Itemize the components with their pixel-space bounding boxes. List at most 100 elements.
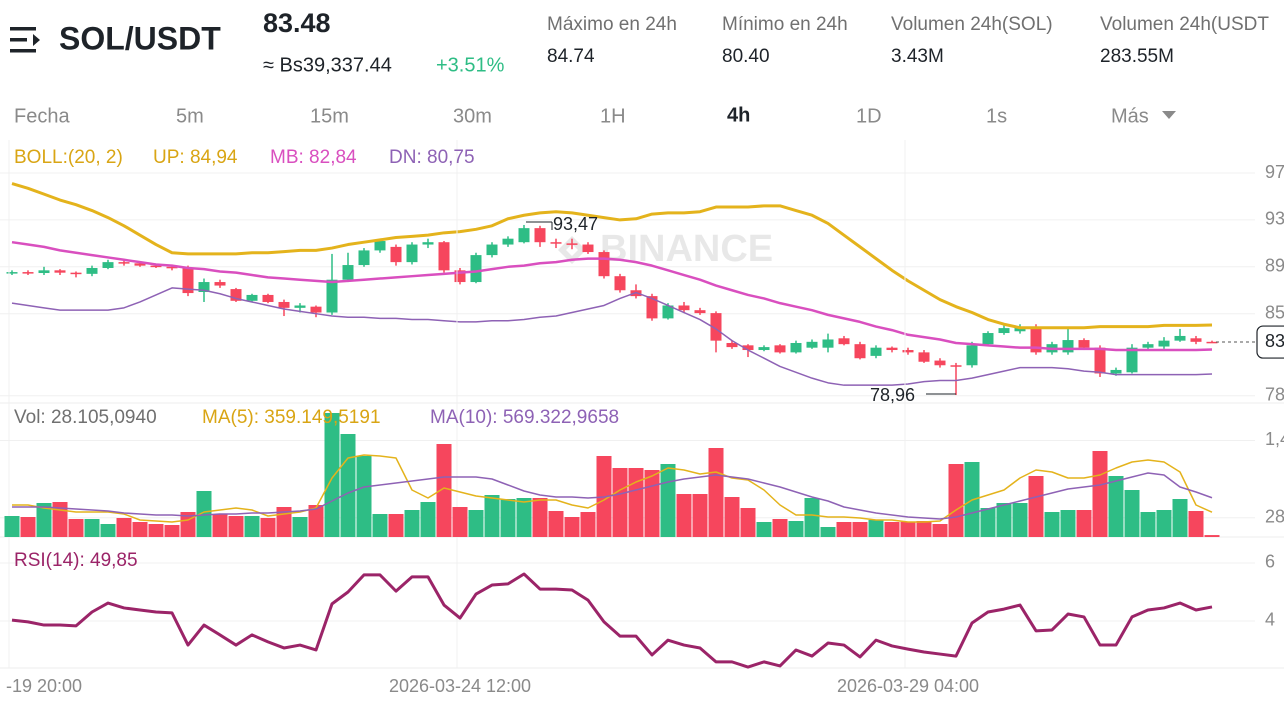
y-tick-label: 93 [1265,209,1284,229]
candle-body [870,347,882,356]
candle-body [822,339,834,348]
volume-bar [1140,512,1156,537]
volume-bar [36,503,52,537]
volume-bar [468,510,484,537]
menu-icon[interactable] [10,27,40,53]
x-tick-label: 2026-03-24 12:00 [389,676,531,696]
volume-bar [708,448,724,537]
volume-bar [900,522,916,537]
candle-body [150,265,162,268]
candle-body [1126,347,1138,373]
candle-body [918,352,930,362]
annotation: 78,96 [870,385,915,405]
tab[interactable]: 15m [310,105,349,127]
legend-entry: MB: 82,84 [270,147,357,168]
volume-bar [996,503,1012,537]
candle-body [758,347,770,351]
volume-bar [740,508,756,537]
pair[interactable]: SOL/USDT [59,20,221,56]
candle-body [38,270,50,274]
volume-bar [868,520,884,537]
volume-bar [612,468,628,537]
tab[interactable]: 1H [600,105,626,127]
last-price-box [1256,325,1284,359]
candle-body [1078,340,1090,348]
volume-bar [948,464,964,537]
candle-body [502,238,514,245]
menu-arrow [33,34,40,46]
candle-body [70,272,82,275]
stat-value: 84.74 [547,46,595,67]
legend-entry: MA(10): 569.322,9658 [430,407,619,428]
candle-body [582,244,594,253]
volume-bar [916,521,932,537]
candle-body [54,270,66,273]
volume-bar [580,512,596,537]
volume-bar [1028,476,1044,537]
volume-bar [548,511,564,537]
candle-body [102,262,114,268]
volume-bar [100,524,116,537]
candle-body [230,289,242,301]
volume-bar [1204,535,1220,537]
volume-bar [1044,512,1060,537]
x-tick-label: -19 20:00 [6,676,82,696]
volume-bar [1012,503,1028,537]
tab[interactable]: Más [1111,105,1149,127]
candle-body [454,270,466,283]
candle-body [1206,341,1218,344]
candle-body [470,255,482,283]
volume-bar [292,517,308,537]
volume-bar [1108,476,1124,537]
volume-bar [324,413,340,537]
tab[interactable]: 1s [986,105,1007,127]
volume-bar [212,514,228,537]
volume-bar [68,519,84,537]
fiat-price: ≈ Bs39,337.44 [263,54,392,76]
candle-body [326,279,338,313]
stat-label: Máximo en 24h [547,14,677,35]
legend-entry: DN: 80,75 [389,147,475,168]
candle-body [902,350,914,353]
candle-body [854,344,866,359]
candle-body [614,276,626,291]
volume-bar [932,524,948,537]
tab[interactable]: 1D [856,105,882,127]
candle-body [374,241,386,251]
stat-value: 283.55M [1100,46,1174,67]
volume-bar [500,499,516,537]
candle-body [646,296,658,319]
candle-body [182,267,194,294]
volume-bar [1172,499,1188,537]
volume-bar [244,516,260,537]
volume-bar [404,510,420,537]
volume-bar [836,522,852,537]
volume-bar [20,517,36,537]
tab[interactable]: 5m [176,105,204,127]
volume-bar [1060,510,1076,537]
volume-bar [388,514,404,537]
tab[interactable]: 30m [453,105,492,127]
candle-body [774,345,786,353]
last-price-label: 83 [1265,331,1284,351]
indicator-label: BOLL:(20, 2) [14,147,123,168]
candle-body [294,305,306,308]
volume-bar [676,494,692,537]
y-tick-label: 28 [1265,506,1284,526]
candle-body [342,265,354,280]
candle-body [534,228,546,243]
volume-bar [1188,511,1204,537]
price-change: +3.51% [436,54,505,76]
candle-body [246,294,258,301]
plot: 97 93 89 85 78 83 -19 20:00 2026-03-24 12:00 202… [0,140,1284,696]
legend-entry: UP: 84,94 [153,147,238,168]
last-price: 83.48 [263,8,331,38]
annotation: 93,47 [553,214,598,234]
tab[interactable]: Fecha [14,105,70,127]
volume-bar [228,516,244,537]
volume-bar [356,456,372,537]
volume-bar [484,495,500,537]
candle-body [726,342,738,348]
y-tick-label: 4 [1265,610,1275,630]
tab-active[interactable]: 4h [727,104,750,126]
